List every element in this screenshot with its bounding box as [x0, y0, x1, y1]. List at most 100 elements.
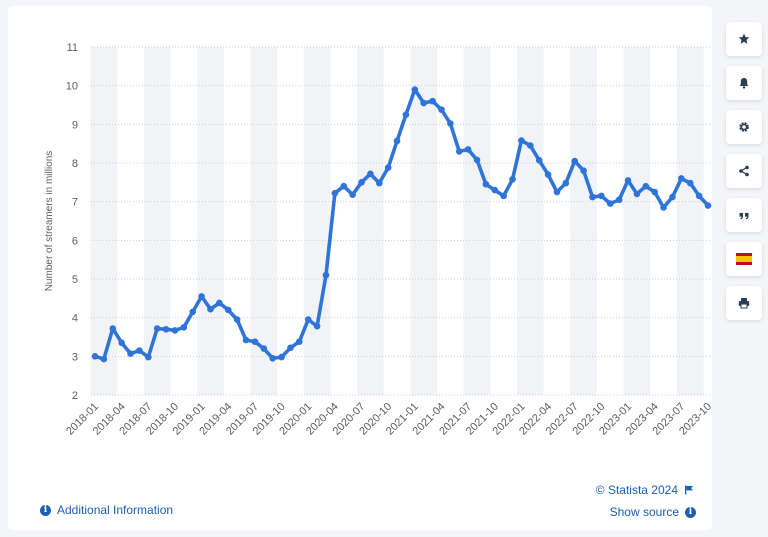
data-point: [384, 164, 392, 171]
share-button[interactable]: [726, 154, 762, 188]
data-point: [535, 156, 543, 164]
y-tick-label: 11: [67, 42, 78, 54]
data-point: [695, 192, 703, 200]
show-source-label: Show source: [609, 505, 679, 519]
data-point: [145, 353, 152, 361]
data-point: [580, 167, 587, 175]
data-point: [242, 336, 250, 344]
data-point: [358, 179, 365, 186]
data-point: [420, 99, 428, 107]
printer-icon: [738, 298, 750, 309]
data-point: [251, 338, 259, 345]
data-point: [180, 324, 188, 331]
bell-icon: [739, 78, 749, 89]
data-point: [393, 137, 401, 145]
data-point: [127, 350, 134, 357]
y-tick-label: 2: [72, 390, 78, 402]
data-point: [153, 325, 161, 332]
data-point: [224, 306, 232, 314]
data-point: [269, 354, 276, 362]
line-chart: 2 3 4 5 6 7 8 9 10 11 Number of streamers in milli…: [44, 42, 712, 438]
data-point: [375, 179, 383, 187]
print-button[interactable]: [726, 286, 762, 320]
additional-information-link[interactable]: i Additional Information: [40, 503, 173, 517]
data-point: [455, 148, 463, 155]
data-point: [464, 146, 472, 153]
chart-card: 2 3 4 5 6 7 8 9 10 11 Number of streamers in milli…: [8, 6, 712, 530]
data-point: [207, 305, 214, 313]
data-point: [704, 202, 712, 209]
data-point: [233, 316, 241, 323]
data-point: [118, 339, 125, 347]
data-point: [313, 322, 321, 330]
data-point: [322, 271, 330, 279]
settings-button[interactable]: [726, 110, 762, 144]
data-point: [544, 171, 552, 178]
data-point: [171, 327, 179, 334]
flag-icon: [685, 485, 693, 495]
cite-button[interactable]: [726, 198, 762, 232]
background-band: [463, 47, 491, 395]
data-point: [109, 325, 117, 332]
data-point: [660, 204, 667, 211]
data-point: [624, 177, 632, 184]
data-point: [260, 345, 268, 352]
data-point: [367, 170, 374, 178]
y-tick-label: 6: [72, 235, 78, 247]
data-point: [651, 188, 658, 196]
copyright[interactable]: © Statista 2024: [596, 483, 694, 497]
data-point: [509, 175, 516, 183]
data-point: [411, 86, 419, 93]
toolbar: [726, 22, 762, 330]
info-icon: i: [40, 504, 51, 516]
series-line: [93, 87, 710, 361]
favorite-button[interactable]: [726, 22, 762, 56]
data-point: [562, 179, 570, 187]
data-point: [136, 347, 143, 354]
data-point: [304, 316, 312, 323]
background-band: [90, 47, 118, 395]
y-tick-label: 9: [72, 119, 78, 131]
y-axis-label: Number of streamers in millions: [44, 151, 55, 292]
data-point: [278, 353, 285, 361]
y-tick-label: 5: [72, 274, 78, 286]
data-point: [216, 299, 223, 307]
additional-information-label: Additional Information: [57, 503, 174, 517]
data-point: [482, 180, 490, 188]
data-point: [491, 186, 499, 194]
data-point: [296, 338, 303, 345]
data-point: [198, 293, 205, 300]
star-icon: [738, 33, 750, 44]
data-point: [642, 182, 650, 190]
background-band: [516, 47, 544, 395]
data-point: [669, 193, 676, 201]
y-tick-label: 4: [72, 313, 78, 325]
data-point: [162, 325, 170, 333]
data-point: [500, 192, 507, 200]
y-tick-label: 8: [72, 158, 78, 170]
data-point: [438, 106, 445, 113]
data-point: [606, 200, 614, 207]
data-point: [91, 353, 99, 360]
background-band: [197, 47, 224, 395]
background-band: [250, 47, 278, 395]
background-band: [143, 47, 171, 395]
data-point: [287, 344, 294, 352]
y-tick-label: 3: [72, 351, 78, 363]
background-band: [623, 47, 651, 395]
data-point: [527, 142, 534, 149]
data-point: [571, 157, 579, 165]
show-source-link[interactable]: Show source i: [610, 505, 696, 519]
language-button[interactable]: [726, 242, 762, 276]
y-tick-label: 10: [66, 81, 78, 93]
data-point: [349, 191, 356, 199]
quote-icon: [739, 213, 749, 220]
data-point: [553, 188, 561, 196]
data-point: [331, 189, 339, 197]
data-point: [402, 111, 410, 118]
notification-button[interactable]: [726, 66, 762, 100]
copyright-label: © Statista 2024: [595, 483, 678, 497]
data-point: [473, 156, 481, 164]
data-point: [633, 190, 641, 198]
data-point: [447, 120, 454, 127]
